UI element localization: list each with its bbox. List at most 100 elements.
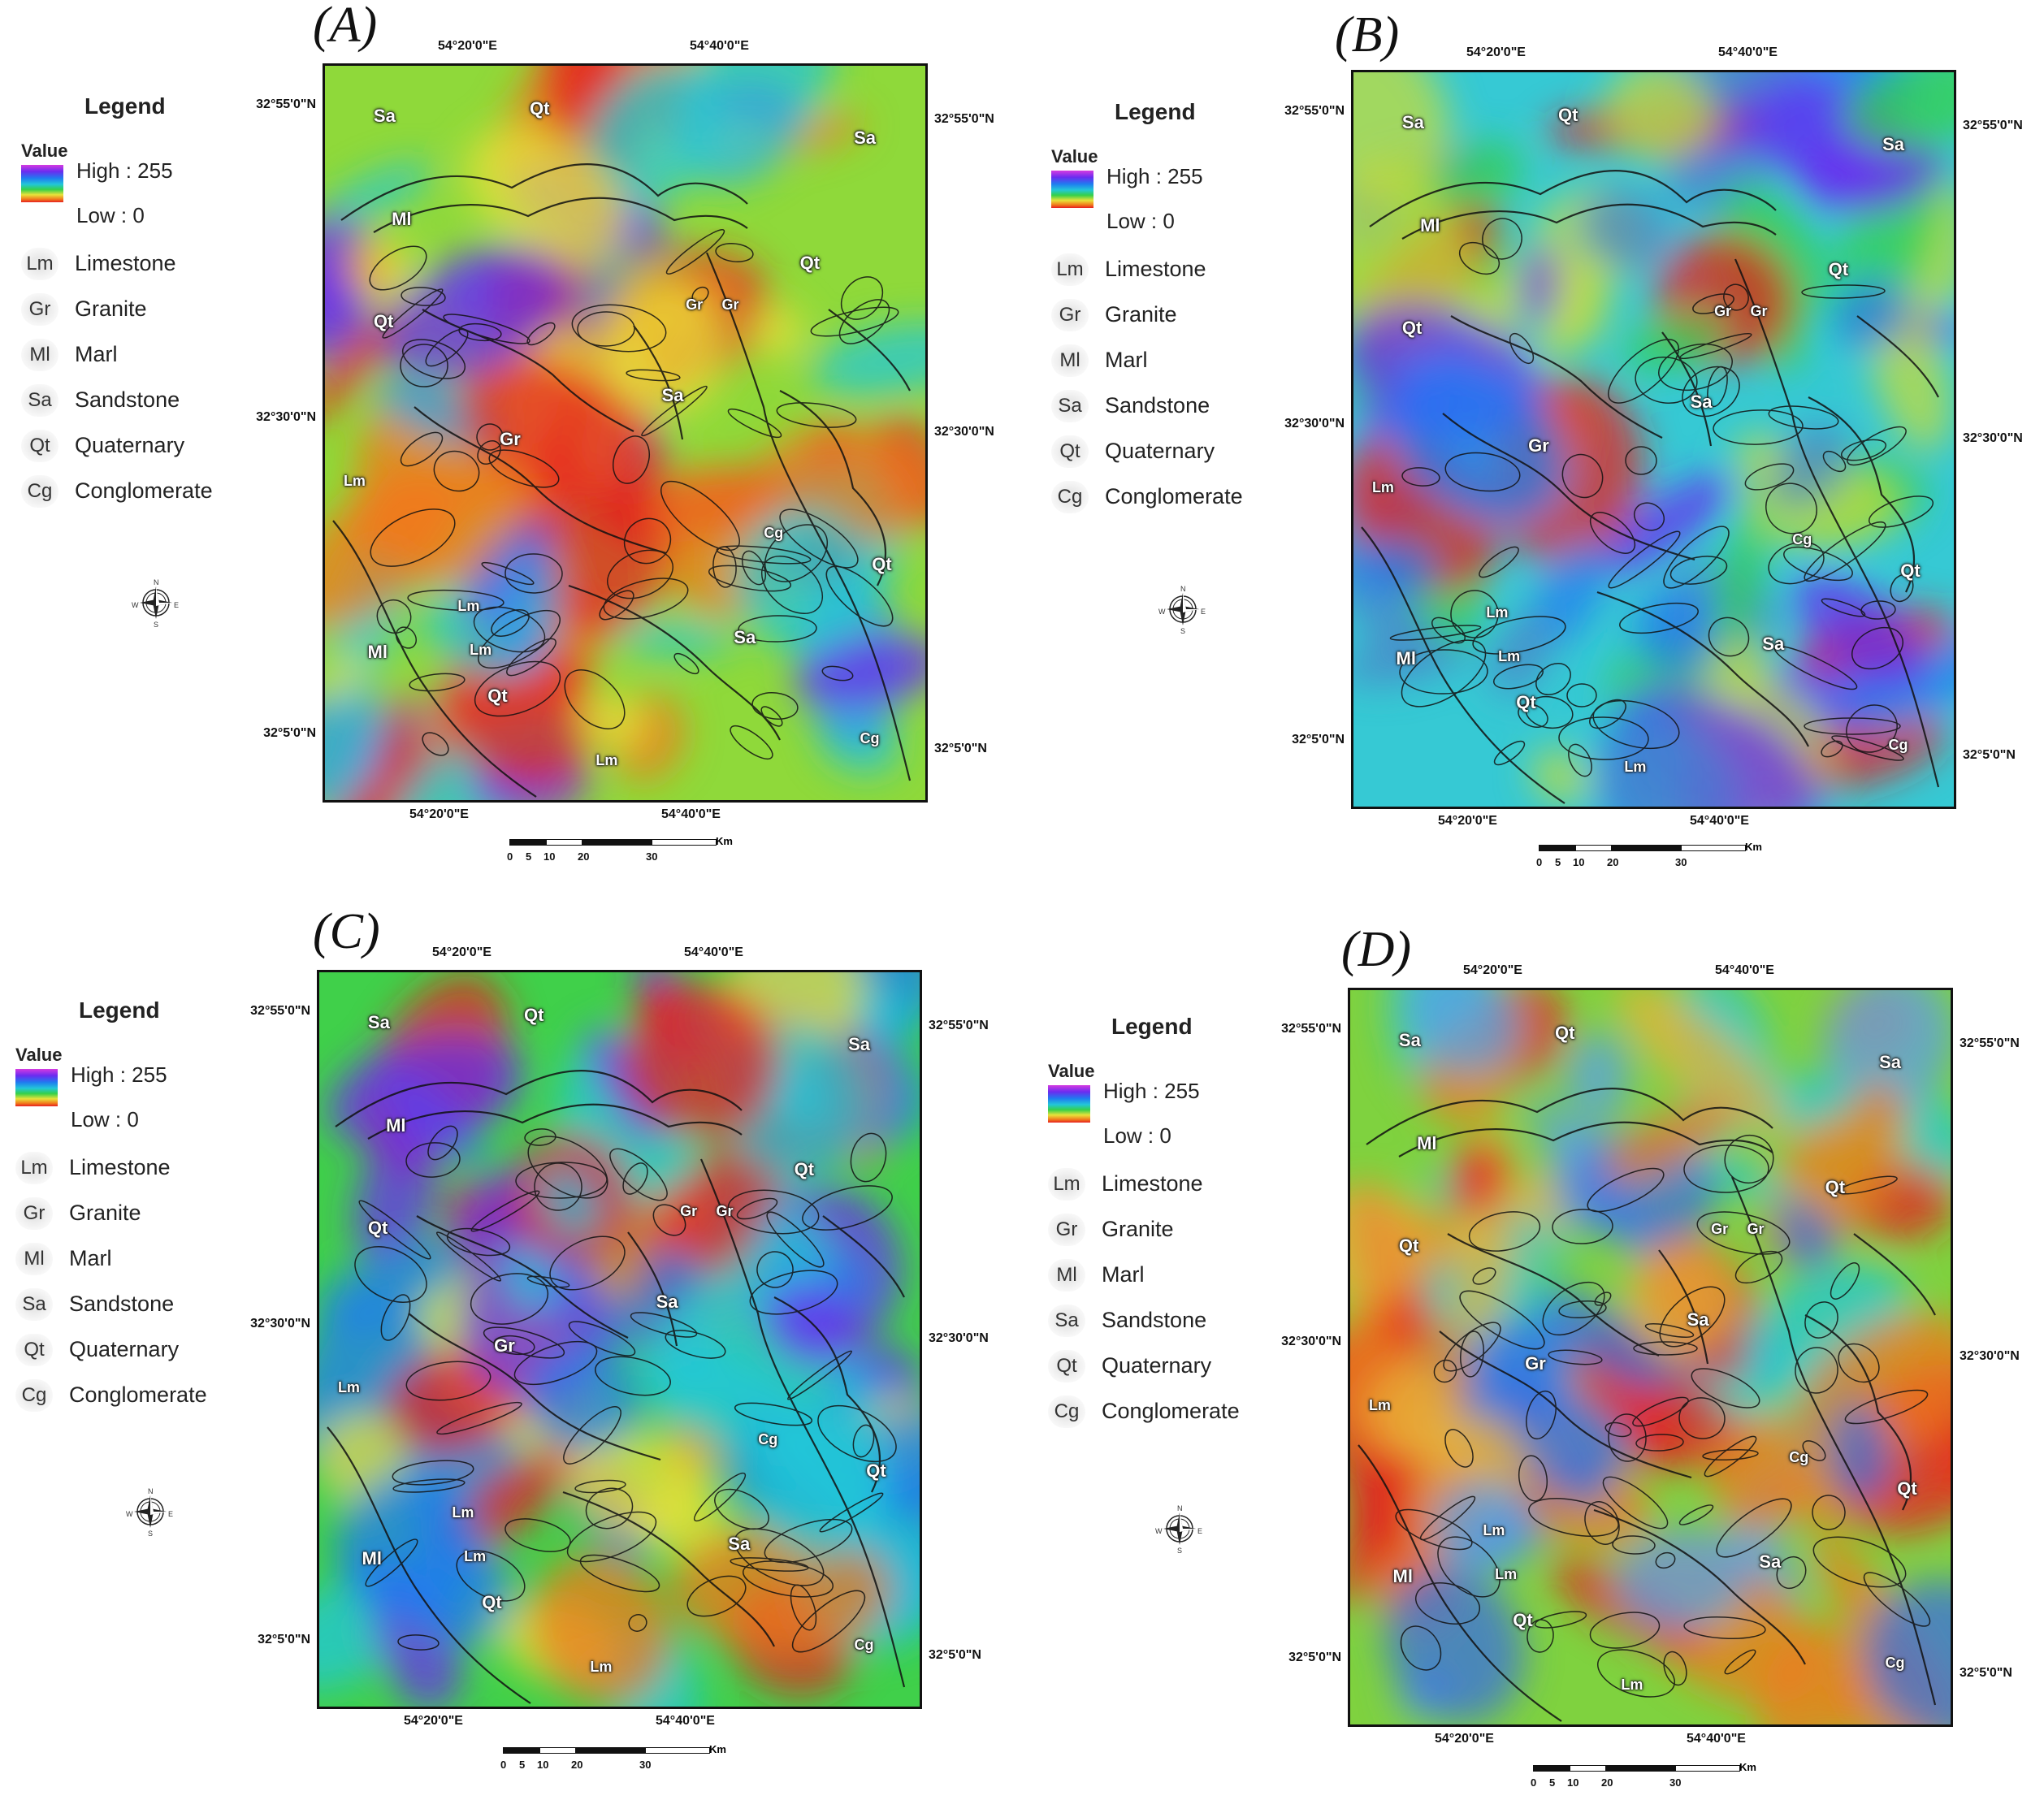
legend-code: Gr [21,293,58,326]
map-unit-label: Gr [721,296,739,314]
scale-tick: 30 [1669,1776,1682,1789]
lon-label-top: 54°40'0"E [1718,45,1778,59]
scale-unit: Km [709,1743,726,1755]
legend-item-granite: Gr Granite [21,293,224,326]
legend-code: Sa [1048,1305,1085,1337]
map-unit-label: Gr [494,1335,515,1356]
legend-item-sandstone: Sa Sandstone [1051,390,1254,422]
legend-low: Low : 0 [1103,1123,1171,1148]
legend-code: Cg [1051,481,1089,513]
map-unit-label: Sa [848,1034,871,1055]
legend-name: Conglomerate [69,1382,207,1407]
scale-unit: Km [1739,1761,1756,1773]
map-unit-label: Ml [1417,1132,1437,1153]
scale-segment [1570,1765,1606,1772]
scale-tick: 10 [537,1759,549,1771]
legend-name: Granite [69,1201,141,1225]
legend: Legend Value High : 255 Low : 0 Lm Limestone G… [18,93,229,516]
map-unit-label: Sa [373,106,396,127]
legend-code: Cg [1048,1395,1085,1428]
legend-item-limestone: Lm Limestone [1051,253,1254,286]
compass-letter: N [148,1487,154,1495]
map-unit-label: Sa [1690,391,1713,412]
scale-tick: 0 [500,1759,507,1771]
legend-name: Granite [1102,1217,1174,1241]
scale-unit: Km [1745,841,1762,853]
map-raster-svg [319,972,920,1707]
legend-item-granite: Gr Granite [1048,1214,1251,1246]
map-unit-label: Sa [728,1534,751,1555]
map-unit-label: Qt [367,1218,388,1239]
north-arrow-compass-icon: N E S W [1155,1504,1204,1555]
legend-item-marl: Ml Marl [1051,344,1254,377]
scale-segment [1612,845,1681,851]
legend-item-quaternary: Qt Quaternary [1051,435,1254,468]
map-unit-label: Lm [464,1548,487,1565]
lat-label-right: 32°5'0"N [929,1648,981,1662]
scale-tick: 30 [639,1759,652,1771]
scale-bar: 0 5 10 20 30 Km [1536,841,1766,877]
scale-tick: 20 [1601,1776,1613,1789]
compass-letter: W [126,1510,133,1518]
legend-value-label: Value [1051,146,1098,167]
panel-b: (B) Legend Value High : 255 Low : 0 Lm Limesto… [1022,0,2044,900]
scale-segment [503,1747,539,1754]
legend-item-quaternary: Qt Quaternary [15,1334,219,1366]
compass-letter: S [154,621,159,629]
legend-item-quaternary: Qt Quaternary [21,430,224,462]
map-unit-label: Qt [1516,692,1536,713]
panel-d: (D) Legend Value High : 255 Low : 0 Lm Limesto… [1022,900,2044,1800]
map-unit-label: Cg [1789,1448,1809,1465]
lon-label-bottom: 54°20'0"E [1438,814,1497,828]
map-unit-label: Lm [343,473,366,490]
lat-label-left: 32°55'0"N [250,1004,310,1018]
legend-name: Limestone [1105,257,1206,281]
color-ramp [21,165,63,202]
map-unit-label: Lm [1483,1521,1505,1538]
map-unit-label: Ml [392,208,412,229]
map-unit-label: Sa [1882,134,1905,155]
compass-letter: E [168,1510,174,1518]
legend-name: Quaternary [75,433,185,457]
map-unit-label: Gr [1750,303,1768,320]
north-arrow-compass-icon: N E S W [1158,585,1207,635]
map-unit-label: Gr [1525,1353,1546,1374]
scale-tick: 10 [543,850,556,863]
scale-tick: 0 [1531,1776,1537,1789]
scale-tick: 20 [1607,856,1619,868]
legend-code: Ml [1051,344,1089,377]
map-unit-label: Sa [1398,1030,1421,1051]
lat-label-left: 32°5'0"N [258,1633,310,1646]
map-unit-label: Lm [452,1504,474,1521]
legend-name: Conglomerate [1102,1399,1240,1423]
compass-letter: E [1201,608,1206,616]
scale-segment [576,1747,645,1754]
legend-code: Cg [21,475,58,508]
scale-segment [1675,1765,1740,1772]
lon-label-top: 54°20'0"E [1463,963,1522,977]
legend-code: Cg [15,1379,53,1412]
legend: Legend Value High : 255 Low : 0 Lm Limestone G… [1045,1014,1256,1436]
map-unit-label: Sa [1762,634,1785,655]
map-unit-label: Gr [680,1203,698,1220]
map-unit-label: Qt [482,1592,502,1613]
legend-item-conglomerate: Cg Conglomerate [15,1379,219,1412]
legend-item-sandstone: Sa Sandstone [15,1288,219,1321]
lat-label-left: 32°30'0"N [250,1317,310,1331]
raster-map: Sa Qt Sa Ml Qt Qt Gr Gr Sa Gr Lm Cg Qt Lm Lm Ml Qt Sa Lm Cg [323,63,928,803]
map-unit-label: Ml [1396,648,1416,669]
compass-letter: W [1155,1527,1163,1535]
legend-high: High : 255 [1106,164,1203,188]
lon-label-top: 54°40'0"E [1715,963,1774,977]
legend-code: Ml [15,1243,53,1275]
legend-code: Lm [1051,253,1089,286]
legend-name: Marl [75,342,118,366]
lat-label-left: 32°30'0"N [1281,1335,1341,1348]
legend-title: Legend [1111,1014,1193,1039]
map-unit-label: Ml [1420,214,1440,236]
lat-label-right: 32°5'0"N [934,742,987,755]
map-unit-label: Cg [1885,1654,1905,1671]
legend-code: Qt [1048,1350,1085,1382]
lon-label-top: 54°20'0"E [432,945,492,959]
raster-map: Sa Qt Sa Ml Qt Qt Gr Gr Sa Gr Lm Cg Qt Lm Lm Ml Qt Sa Lm Cg [1348,988,1953,1727]
